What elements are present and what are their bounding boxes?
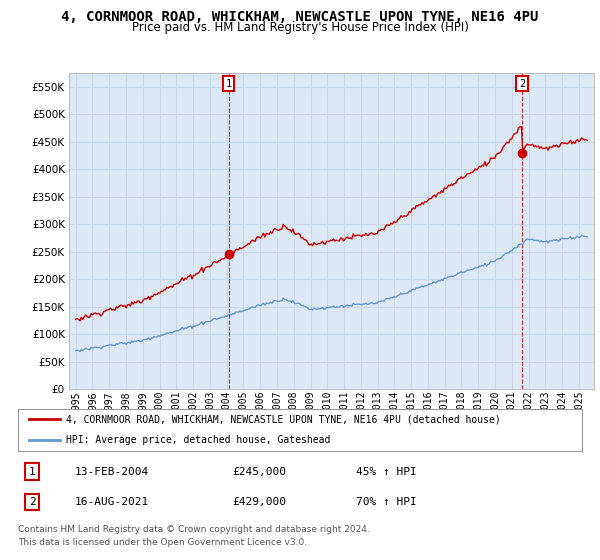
Text: 4, CORNMOOR ROAD, WHICKHAM, NEWCASTLE UPON TYNE, NE16 4PU (detached house): 4, CORNMOOR ROAD, WHICKHAM, NEWCASTLE UP… (66, 414, 500, 424)
Text: 16-AUG-2021: 16-AUG-2021 (74, 497, 149, 507)
Text: HPI: Average price, detached house, Gateshead: HPI: Average price, detached house, Gate… (66, 435, 331, 445)
Text: £245,000: £245,000 (232, 466, 286, 477)
Text: Contains HM Land Registry data © Crown copyright and database right 2024.: Contains HM Land Registry data © Crown c… (18, 525, 370, 534)
Text: 2: 2 (29, 497, 35, 507)
Text: 45% ↑ HPI: 45% ↑ HPI (356, 466, 417, 477)
Text: Price paid vs. HM Land Registry's House Price Index (HPI): Price paid vs. HM Land Registry's House … (131, 21, 469, 34)
Text: 2: 2 (519, 79, 526, 89)
Text: 70% ↑ HPI: 70% ↑ HPI (356, 497, 417, 507)
Text: £429,000: £429,000 (232, 497, 286, 507)
Text: This data is licensed under the Open Government Licence v3.0.: This data is licensed under the Open Gov… (18, 538, 307, 547)
Text: 4, CORNMOOR ROAD, WHICKHAM, NEWCASTLE UPON TYNE, NE16 4PU: 4, CORNMOOR ROAD, WHICKHAM, NEWCASTLE UP… (61, 10, 539, 24)
Text: 1: 1 (29, 466, 35, 477)
Text: 1: 1 (226, 79, 232, 89)
Text: 13-FEB-2004: 13-FEB-2004 (74, 466, 149, 477)
